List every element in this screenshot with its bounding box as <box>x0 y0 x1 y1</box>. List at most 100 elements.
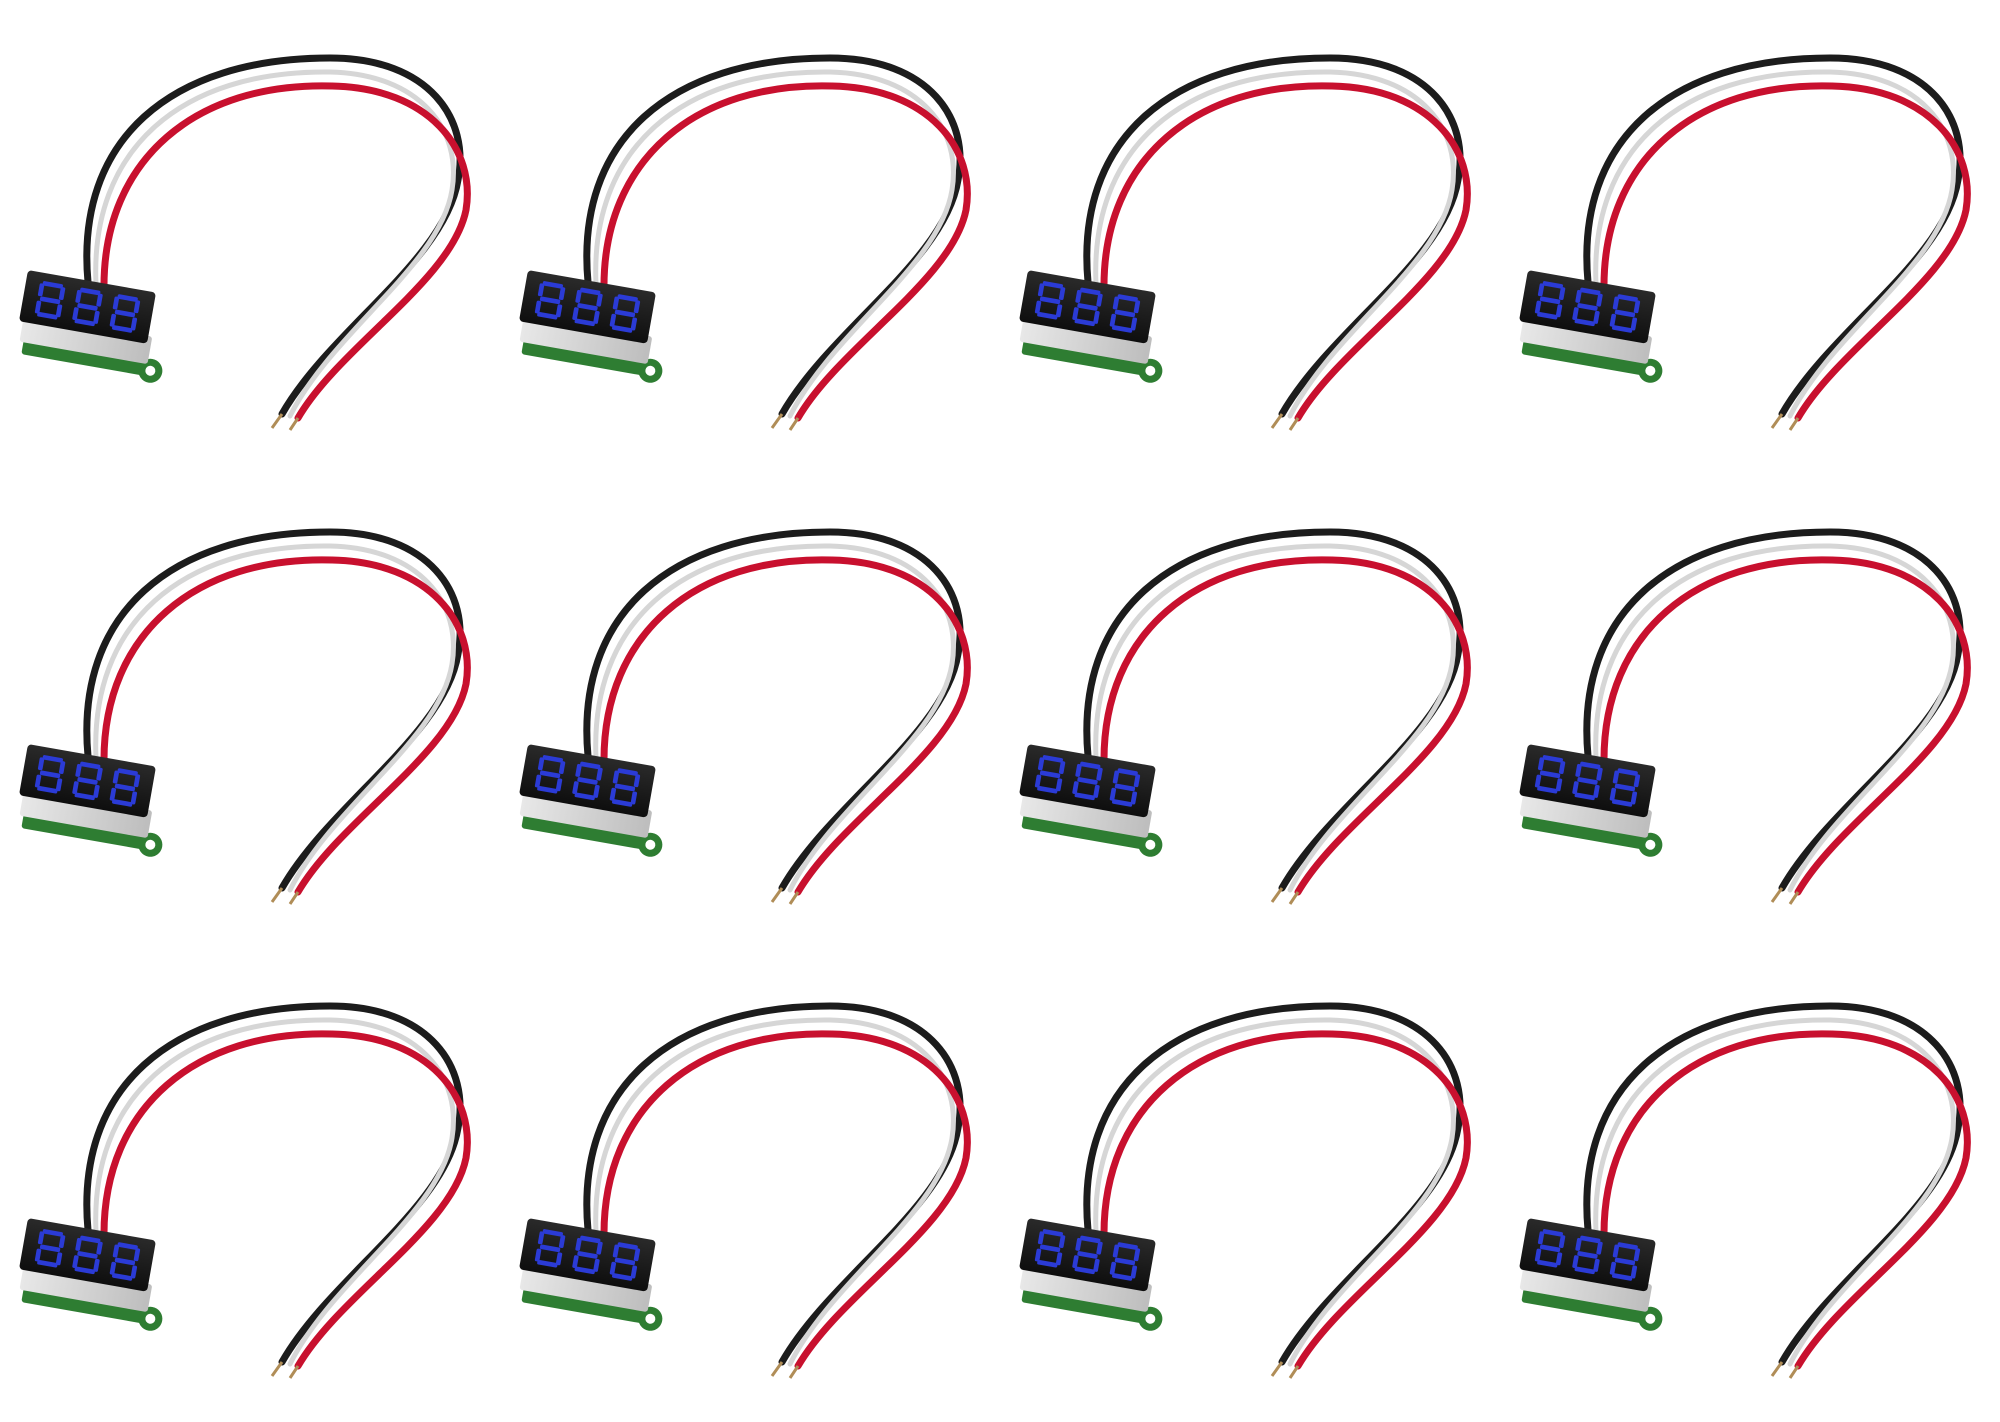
display-segment <box>1630 317 1638 331</box>
display-segment <box>112 1273 133 1281</box>
display-segment <box>612 325 633 333</box>
display-segment <box>593 1258 600 1272</box>
display-segment <box>117 768 138 776</box>
display-segment <box>1042 1229 1063 1237</box>
voltmeter-module <box>519 1002 971 1379</box>
display-segment <box>1558 1235 1566 1248</box>
mount-hole <box>1645 1313 1656 1324</box>
voltmeter-module <box>1519 54 1971 431</box>
wire <box>1593 543 1956 893</box>
display-segment <box>577 1251 598 1259</box>
display-segment <box>39 1244 61 1253</box>
mount-hole <box>1145 839 1156 850</box>
wire-tip <box>1288 417 1300 431</box>
display-segment <box>112 770 120 784</box>
wire <box>93 69 456 419</box>
module-body <box>19 1218 163 1331</box>
wire <box>93 543 456 893</box>
display-segment <box>1133 1248 1141 1262</box>
display-segment <box>1612 1273 1633 1281</box>
display-segment <box>574 318 595 327</box>
display-segment <box>1034 300 1042 314</box>
wire-tip <box>288 417 300 431</box>
display-segment <box>614 783 636 792</box>
display-segment <box>1612 770 1620 784</box>
display-segment <box>633 1248 641 1262</box>
display-segment <box>1077 777 1098 785</box>
wire-tip <box>288 1365 300 1379</box>
display-segment <box>574 792 595 801</box>
display-segment <box>39 296 61 305</box>
display-segment <box>112 799 133 807</box>
display-segment <box>93 784 100 798</box>
wire-tip <box>770 887 784 903</box>
module-body <box>19 744 163 857</box>
display-segment <box>1039 770 1061 779</box>
display-segment <box>55 778 63 792</box>
display-segment <box>1112 1273 1133 1281</box>
display-segment <box>555 1252 563 1266</box>
display-segment <box>580 761 601 770</box>
display-segment <box>1109 313 1117 327</box>
display-segment <box>42 1229 63 1237</box>
display-segment <box>37 1231 45 1245</box>
display-segment <box>72 781 79 795</box>
display-segment <box>596 767 603 781</box>
mount-hole <box>145 1313 156 1324</box>
display-segment <box>1612 325 1633 333</box>
display-segment <box>558 761 566 774</box>
display-segment <box>74 318 95 327</box>
display-segment <box>34 300 42 314</box>
display-segment <box>77 1251 98 1259</box>
display-segment <box>1034 774 1042 788</box>
wire <box>100 1030 471 1370</box>
display-segment <box>74 792 95 801</box>
module-body <box>1019 270 1163 383</box>
display-segment <box>75 763 82 777</box>
display-segment <box>1537 1231 1545 1245</box>
display-segment <box>537 757 545 771</box>
display-segment <box>1039 296 1061 305</box>
display-segment <box>539 770 561 779</box>
display-segment <box>1130 317 1138 331</box>
display-segment <box>593 310 600 324</box>
display-segment <box>37 1259 58 1268</box>
display-segment <box>1617 294 1638 302</box>
module-body <box>1519 270 1663 383</box>
display-segment <box>609 1261 617 1275</box>
display-segment <box>1614 309 1636 318</box>
display-segment <box>593 784 600 798</box>
display-segment <box>1539 296 1561 305</box>
display-segment <box>596 1241 603 1255</box>
display-segment <box>58 1235 66 1248</box>
display-segment <box>555 778 563 792</box>
wire <box>1593 1017 1956 1367</box>
display-segment <box>574 1266 595 1275</box>
display-segment <box>1542 281 1563 289</box>
voltmeter-module <box>1019 54 1471 431</box>
display-segment <box>1593 784 1600 798</box>
display-segment <box>1612 799 1633 807</box>
display-segment <box>133 774 141 788</box>
display-segment <box>609 313 617 327</box>
display-segment <box>1537 1259 1558 1268</box>
display-segment <box>55 304 63 318</box>
display-segment <box>112 325 133 333</box>
display-segment <box>555 304 563 318</box>
display-segment <box>37 283 45 297</box>
display-segment <box>1055 1252 1063 1266</box>
display-segment <box>617 294 638 302</box>
display-segment <box>1133 300 1141 314</box>
display-segment <box>117 1242 138 1250</box>
display-segment <box>633 774 641 788</box>
mount-hole <box>145 839 156 850</box>
display-segment <box>75 1237 82 1251</box>
display-segment <box>1080 761 1101 770</box>
display-segment <box>1617 1242 1638 1250</box>
voltmeter-module <box>519 528 971 905</box>
display-segment <box>1042 281 1063 289</box>
display-segment <box>1130 791 1138 805</box>
display-segment <box>1114 309 1136 318</box>
display-segment <box>1555 304 1563 318</box>
